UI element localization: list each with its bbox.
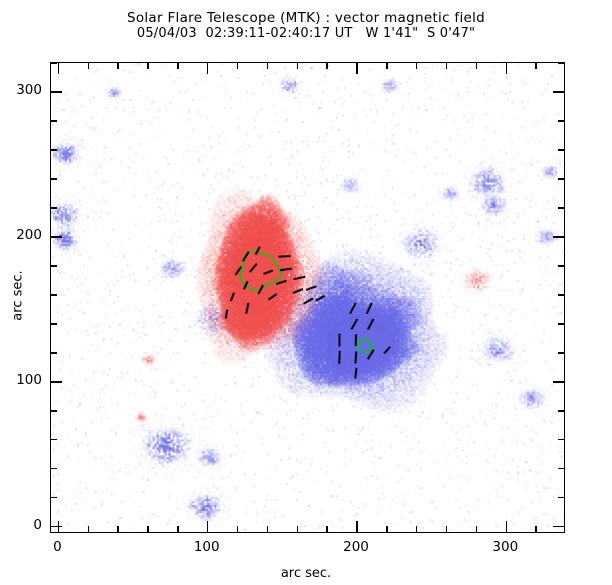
- x-tick-label: 100: [193, 539, 220, 555]
- axis-tick: [51, 497, 57, 499]
- axis-tick: [207, 521, 209, 532]
- x-axis-title: arc sec.: [280, 566, 332, 581]
- axis-tick: [51, 352, 57, 354]
- axis-tick: [553, 526, 564, 528]
- axis-tick: [356, 521, 358, 532]
- axis-tick: [558, 265, 564, 267]
- axis-tick: [117, 526, 119, 532]
- axis-tick: [558, 497, 564, 499]
- axis-tick: [445, 526, 448, 532]
- axis-tick: [475, 63, 478, 69]
- axis-tick: [558, 439, 564, 441]
- axis-tick: [51, 526, 62, 528]
- axis-tick: [236, 526, 239, 532]
- axis-tick: [553, 381, 564, 383]
- axis-tick: [147, 63, 149, 69]
- magnetogram-canvas: [51, 63, 564, 532]
- x-tick-label: 0: [53, 539, 62, 555]
- axis-tick: [207, 63, 209, 74]
- axis-tick: [326, 526, 328, 532]
- axis-tick: [51, 410, 57, 412]
- axis-tick: [51, 149, 57, 151]
- axis-tick: [51, 323, 57, 325]
- axis-tick: [386, 63, 388, 69]
- axis-tick: [558, 410, 564, 412]
- y-tick-label: 100: [16, 371, 42, 388]
- axis-tick: [558, 352, 564, 354]
- axis-tick: [558, 468, 564, 470]
- axis-tick: [51, 178, 57, 180]
- y-tick-label: 200: [16, 226, 42, 243]
- axis-tick: [558, 294, 564, 296]
- axis-tick: [51, 63, 57, 64]
- page-title: Solar Flare Telescope (MTK) : vector mag…: [126, 10, 486, 26]
- axis-tick: [475, 526, 478, 532]
- y-axis-title: arc sec.: [10, 270, 26, 321]
- y-tick-label: 0: [33, 516, 42, 533]
- axis-tick: [558, 120, 564, 122]
- magnetogram-plot-area: [50, 62, 565, 533]
- axis-tick: [177, 526, 179, 532]
- axis-tick: [266, 63, 269, 69]
- axis-tick: [177, 63, 179, 69]
- chart-title-block: Solar Flare Telescope (MTK) : vector mag…: [0, 10, 612, 42]
- axis-tick: [445, 63, 448, 69]
- axis-tick: [51, 468, 57, 470]
- axis-tick: [505, 63, 507, 74]
- axis-tick: [558, 178, 564, 180]
- axis-tick: [266, 526, 269, 532]
- axis-tick: [117, 63, 119, 69]
- axis-tick: [558, 207, 564, 209]
- axis-tick: [51, 207, 57, 209]
- axis-tick: [51, 236, 62, 238]
- axis-tick: [51, 91, 62, 93]
- axis-tick: [236, 63, 239, 69]
- axis-tick: [553, 91, 564, 93]
- axis-tick: [558, 323, 564, 325]
- axis-tick: [416, 526, 418, 532]
- axis-tick: [356, 63, 358, 74]
- axis-tick: [51, 265, 57, 267]
- axis-tick: [87, 526, 89, 532]
- axis-tick: [553, 236, 564, 238]
- axis-tick: [326, 63, 328, 69]
- observation-subtitle: 05/04/03 02:39:11-02:40:17 UT W 1'41" S …: [136, 26, 476, 41]
- axis-tick: [558, 63, 564, 64]
- axis-tick: [147, 526, 149, 532]
- axis-tick: [386, 526, 388, 532]
- axis-tick: [535, 63, 537, 69]
- axis-tick: [296, 63, 298, 69]
- axis-tick: [51, 381, 62, 383]
- axis-tick: [51, 294, 57, 296]
- axis-tick: [57, 63, 60, 74]
- x-tick-label: 200: [343, 539, 369, 555]
- axis-tick: [296, 526, 298, 532]
- axis-tick: [51, 120, 57, 122]
- y-tick-label: 300: [16, 81, 42, 98]
- axis-tick: [51, 439, 57, 441]
- x-tick-label: 300: [492, 539, 519, 555]
- axis-tick: [87, 63, 89, 69]
- axis-tick: [535, 526, 537, 532]
- axis-tick: [416, 63, 418, 69]
- axis-tick: [505, 521, 507, 532]
- axis-tick: [558, 149, 564, 151]
